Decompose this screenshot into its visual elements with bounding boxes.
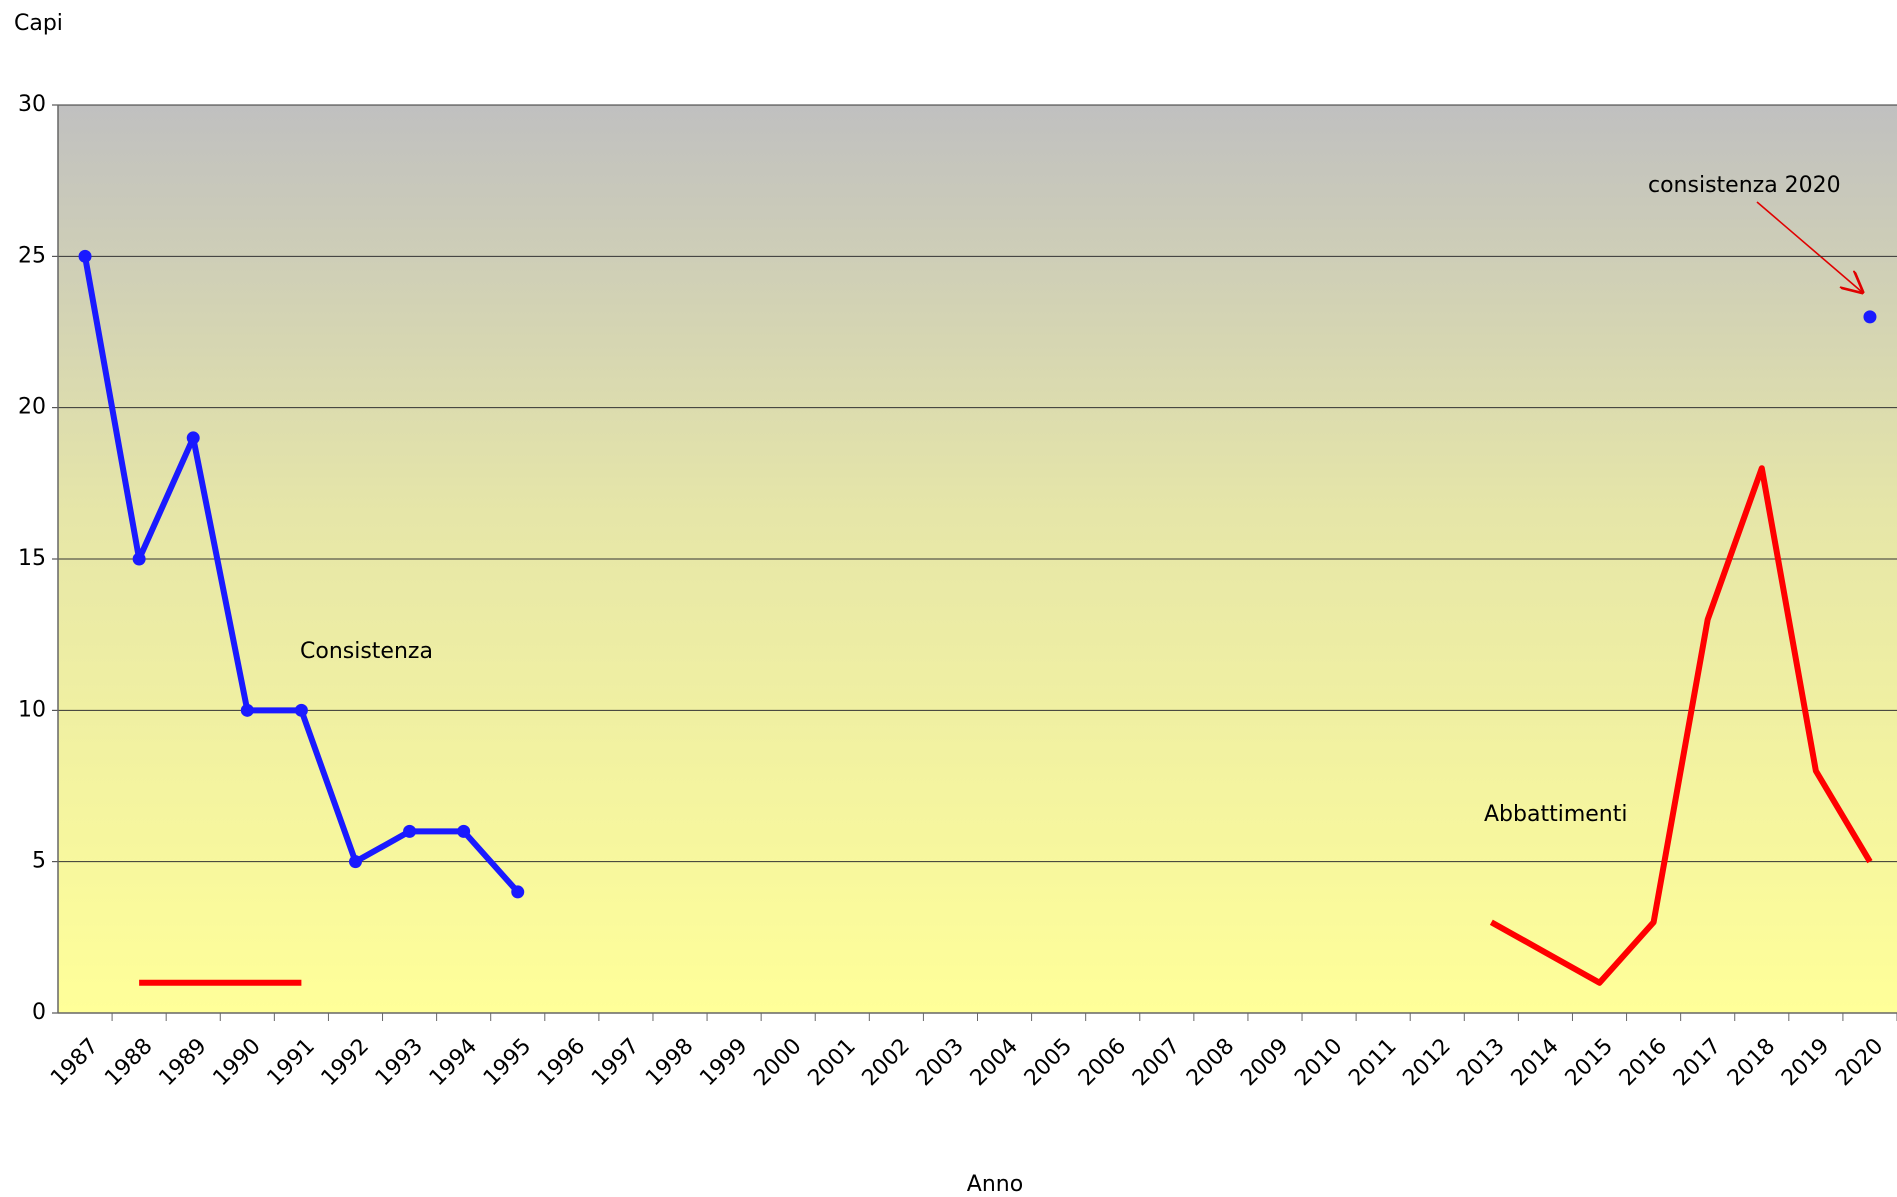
line [1489, 465, 1873, 986]
x-tick-label: 2017 [1669, 1034, 1726, 1091]
y-tick-label: 15 [18, 546, 46, 571]
x-tick-label: 1994 [425, 1034, 482, 1091]
x-tick-label: 2003 [912, 1034, 969, 1091]
x-tick-label: 2000 [749, 1034, 806, 1091]
marker [1863, 310, 1877, 324]
series-label: Abbattimenti [1484, 802, 1627, 827]
x-tick-label: 1998 [641, 1034, 698, 1091]
x-tick-label: 2015 [1561, 1034, 1618, 1091]
x-tick-label: 2004 [966, 1034, 1023, 1091]
marker [132, 552, 146, 566]
annotation-arrow [1756, 201, 1862, 292]
annotation: consistenza 2020 [1648, 173, 1841, 198]
y-tick-label: 25 [18, 243, 46, 268]
y-tick-label: 5 [32, 849, 46, 874]
x-tick-label: 2010 [1290, 1034, 1347, 1091]
x-tick-label: 2006 [1074, 1034, 1131, 1091]
x-tick-label: 2016 [1615, 1034, 1672, 1091]
x-tick-label: 2012 [1398, 1034, 1455, 1091]
x-tick-label: 2007 [1128, 1034, 1185, 1091]
x-tick-label: 1993 [371, 1034, 428, 1091]
y-tick-label: 30 [18, 92, 46, 117]
y-axis-label: Capi [14, 11, 63, 36]
x-tick-label: 1997 [587, 1034, 644, 1091]
x-tick-label: 2001 [803, 1034, 860, 1091]
x-tick-label: 1992 [317, 1034, 374, 1091]
x-tick-label: 1995 [479, 1034, 536, 1091]
x-tick-label: 2009 [1236, 1034, 1293, 1091]
x-tick-label: 2014 [1507, 1034, 1564, 1091]
y-tick-label: 20 [18, 395, 46, 420]
x-tick-label: 1987 [46, 1034, 103, 1091]
marker [348, 855, 362, 869]
marker [186, 431, 200, 445]
x-tick-label: 2013 [1453, 1034, 1510, 1091]
marker [240, 703, 254, 717]
x-tick-label: 1990 [209, 1034, 266, 1091]
x-tick-label: 2018 [1723, 1034, 1780, 1091]
x-tick-label: 2011 [1344, 1034, 1401, 1091]
x-tick-label: 2020 [1831, 1034, 1888, 1091]
y-tick-label: 10 [18, 697, 46, 722]
x-tick-label: 2019 [1777, 1034, 1834, 1091]
x-tick-label: 2008 [1182, 1034, 1239, 1091]
x-tick-label: 1991 [263, 1034, 320, 1091]
marker [294, 703, 308, 717]
x-axis-label: Anno [967, 1172, 1023, 1197]
series-label: Consistenza [300, 639, 433, 664]
y-tick-label: 0 [32, 1000, 46, 1025]
x-tick-label: 2002 [858, 1034, 915, 1091]
marker [403, 824, 417, 838]
x-tick-label: 1988 [100, 1034, 157, 1091]
marker [457, 824, 471, 838]
x-tick-label: 1989 [154, 1034, 211, 1091]
marker [511, 885, 525, 899]
x-tick-label: 2005 [1020, 1034, 1077, 1091]
x-tick-label: 1996 [533, 1034, 590, 1091]
marker [78, 249, 92, 263]
x-tick-label: 1999 [695, 1034, 752, 1091]
